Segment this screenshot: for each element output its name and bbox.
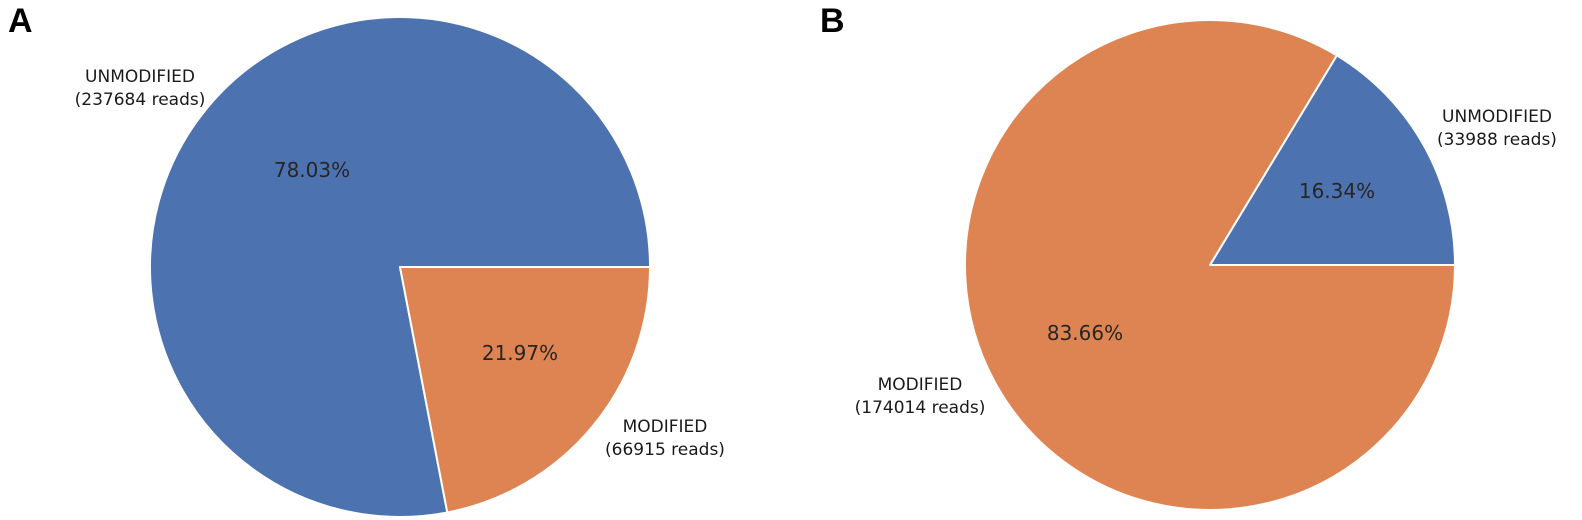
panel-b-modified-reads: (174014 reads) xyxy=(854,397,986,418)
pie-chart-a xyxy=(149,16,651,518)
panel-b-unmodified-percentage: 16.34% xyxy=(1298,179,1376,203)
panel-a-unmodified-percentage: 78.03% xyxy=(273,158,351,182)
panel-a-unmodified-name: UNMODIFIED xyxy=(85,67,195,87)
panel-b-unmodified-label: UNMODIFIED (33988 reads) xyxy=(1408,106,1582,152)
panel-a-unmodified-label: UNMODIFIED (237684 reads) xyxy=(40,66,240,112)
panel-b-modified-percentage: 83.66% xyxy=(1046,321,1124,345)
panel-a-modified-name: MODIFIED xyxy=(622,417,708,437)
pie-slice-unmodified xyxy=(1209,54,1456,266)
panel-a-modified-reads: (66915 reads) xyxy=(605,439,725,460)
pie-slice-modified xyxy=(964,19,1456,511)
panel-b-unmodified-name: UNMODIFIED xyxy=(1442,107,1552,127)
panel-b-letter: B xyxy=(820,2,845,40)
panel-a-letter: A xyxy=(8,2,33,40)
panel-a-modified-label: MODIFIED (66915 reads) xyxy=(565,416,765,462)
panel-b-unmodified-reads: (33988 reads) xyxy=(1437,129,1557,150)
panel-a-modified-percentage: 21.97% xyxy=(481,341,559,365)
pie-slice-modified xyxy=(399,266,651,514)
pie-chart-b xyxy=(964,19,1456,511)
panel-b-modified-label: MODIFIED (174014 reads) xyxy=(820,374,1020,420)
panel-b-modified-name: MODIFIED xyxy=(877,375,963,395)
panel-a-unmodified-reads: (237684 reads) xyxy=(74,89,206,110)
